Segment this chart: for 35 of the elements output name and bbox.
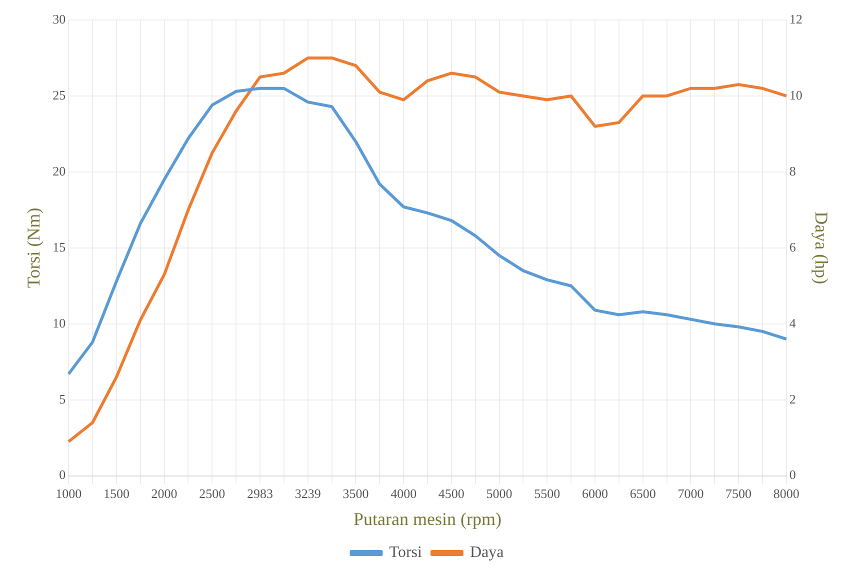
- x-axis-title: Putaran mesin (rpm): [354, 508, 502, 529]
- x-tick-label: 2983: [247, 486, 274, 502]
- y-tick-label: 15: [52, 239, 66, 254]
- y-axis-title: Torsi (Nm): [24, 208, 44, 288]
- y-tick-label: 10: [52, 315, 66, 330]
- x-tick-label: 3500: [342, 486, 369, 502]
- y-tick-label: 25: [52, 87, 66, 102]
- x-tick-label: 1000: [56, 486, 82, 502]
- y2-tick-label: 6: [789, 239, 796, 254]
- y2-tick-label: 12: [789, 11, 802, 26]
- x-tick-label: 4000: [390, 486, 417, 502]
- x-tick-label: 4500: [438, 486, 464, 502]
- x-tick-label: 8000: [773, 486, 800, 502]
- y2-axis-title: Daya (hp): [811, 212, 832, 284]
- y2-tick-label: 10: [789, 87, 802, 102]
- y2-tick-label: 4: [789, 315, 796, 330]
- y-tick-label: 30: [52, 11, 66, 26]
- x-tick-label: 5000: [486, 486, 512, 502]
- x-tick-label: 6000: [582, 486, 608, 502]
- x-tick-label: 5500: [534, 486, 560, 502]
- y2-tick-label: 2: [789, 391, 796, 406]
- x-tick-label: 3239: [294, 486, 321, 502]
- x-tick-label: 7500: [726, 486, 752, 502]
- x-tick-label: 7000: [678, 486, 704, 502]
- legend-label: Torsi: [389, 544, 423, 562]
- y2-tick-label: 0: [789, 467, 796, 482]
- legend-label: Daya: [470, 544, 504, 562]
- x-tick-label: 6500: [630, 486, 656, 502]
- y-tick-label: 0: [59, 467, 66, 482]
- x-tick-label: 2000: [151, 486, 178, 502]
- y-tick-label: 20: [52, 163, 66, 178]
- x-tick-label: 1500: [103, 486, 130, 502]
- y-tick-label: 5: [59, 391, 66, 406]
- x-tick-label: 2500: [199, 486, 226, 502]
- y2-tick-label: 8: [789, 163, 796, 178]
